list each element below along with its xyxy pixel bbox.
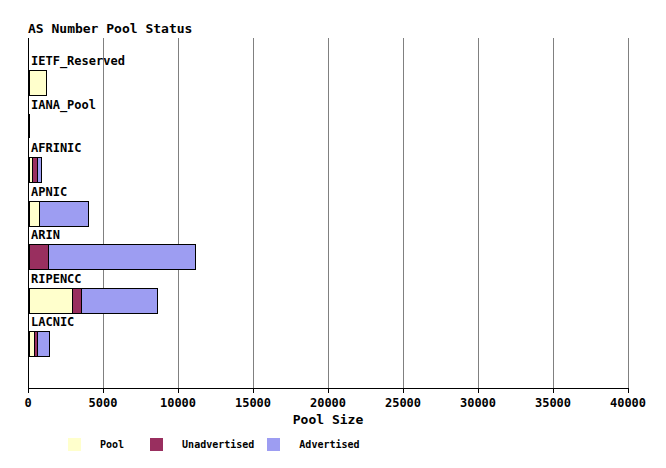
x-tick-label-15000: 15000 (235, 396, 271, 410)
x-axis-label: Pool Size (293, 412, 363, 427)
legend-label-advertised: Advertised (299, 439, 359, 450)
gridline-30000 (478, 38, 479, 388)
legend-item-advertised: Advertised (267, 438, 359, 451)
bar-segment-arin-advertised (49, 245, 195, 269)
bar-ietf_reserved (29, 70, 47, 96)
bar-segment-afrinic-advertised (38, 158, 41, 182)
x-tick-label-0: 0 (24, 396, 31, 410)
category-label-apnic: APNIC (31, 186, 67, 198)
x-tick-label-30000: 30000 (460, 396, 496, 410)
x-tick-30000 (478, 389, 479, 393)
bar-segment-lacnic-advertised (38, 332, 49, 356)
plot-area: IETF_Reserved IANA_Pool AFRINIC APNIC ARIN RI… (28, 38, 629, 389)
gridline-35000 (553, 38, 554, 388)
bar-segment-ripencc-advertised (82, 289, 157, 313)
bar-segment-apnic-advertised (40, 202, 88, 226)
bar-segment-apnic-pool (30, 202, 40, 226)
gridline-5000 (103, 38, 104, 388)
legend: Pool Unadvertised Advertised (68, 437, 360, 451)
bar-segment-ripencc-pool (30, 289, 73, 313)
x-tick-5000 (103, 389, 104, 393)
chart-title: AS Number Pool Status (28, 21, 192, 36)
bar-segment-ripencc-unadvertised (73, 289, 82, 313)
category-label-lacnic: LACNIC (31, 316, 74, 328)
category-label-afrinic: AFRINIC (31, 142, 82, 154)
x-tick-15000 (253, 389, 254, 393)
gridline-10000 (178, 38, 179, 388)
gridline-25000 (403, 38, 404, 388)
gridline-40000 (628, 38, 629, 388)
legend-label-pool: Pool (100, 439, 124, 450)
x-tick-label-25000: 25000 (385, 396, 421, 410)
bar-ripencc (29, 288, 158, 314)
category-label-ripencc: RIPENCC (31, 273, 82, 285)
bar-lacnic (29, 331, 50, 357)
legend-item-pool: Pool (68, 438, 124, 451)
x-tick-label-10000: 10000 (160, 396, 196, 410)
x-tick-40000 (628, 389, 629, 393)
x-tick-35000 (553, 389, 554, 393)
x-tick-label-40000: 40000 (610, 396, 646, 410)
x-tick-20000 (328, 389, 329, 393)
bar-afrinic (29, 157, 42, 183)
x-tick-label-20000: 20000 (310, 396, 346, 410)
bar-iana_pool (29, 114, 30, 138)
x-tick-10000 (178, 389, 179, 393)
category-label-iana_pool: IANA_Pool (31, 99, 96, 111)
as-pool-status-chart: AS Number Pool Status IETF_Reserved IANA_… (0, 0, 666, 468)
legend-label-unadvertised: Unadvertised (182, 439, 254, 450)
gridline-15000 (253, 38, 254, 388)
x-tick-0 (28, 389, 29, 393)
x-tick-label-5000: 5000 (89, 396, 118, 410)
gridline-20000 (328, 38, 329, 388)
category-label-ietf_reserved: IETF_Reserved (31, 55, 125, 67)
bar-segment-arin-unadvertised (30, 245, 49, 269)
legend-swatch-pool (68, 438, 81, 451)
category-label-arin: ARIN (31, 229, 60, 241)
x-tick-25000 (403, 389, 404, 393)
bar-apnic (29, 201, 89, 227)
legend-swatch-unadvertised (150, 438, 163, 451)
x-tick-label-35000: 35000 (535, 396, 571, 410)
legend-swatch-advertised (267, 438, 280, 451)
bar-arin (29, 244, 196, 270)
bar-segment-ietf_reserved-pool (30, 71, 46, 95)
legend-item-unadvertised: Unadvertised (150, 438, 254, 451)
